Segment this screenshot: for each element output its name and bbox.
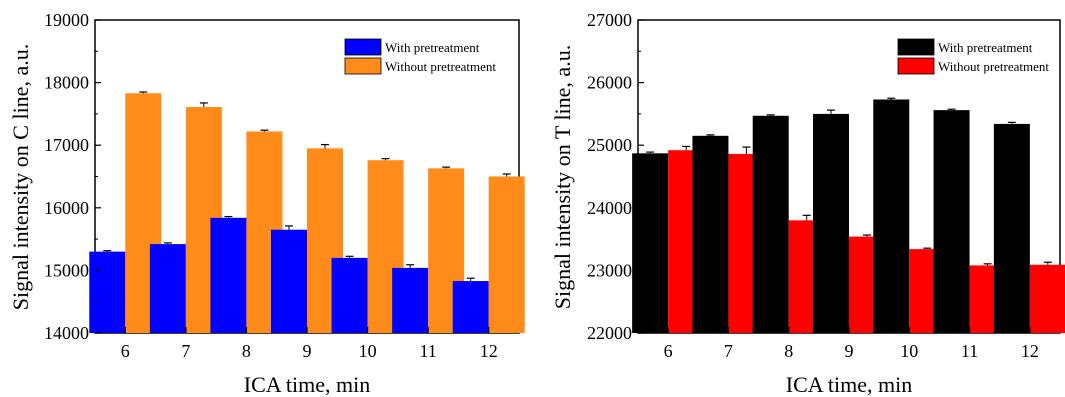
legend-swatch [897, 57, 935, 75]
chart-c-line: 14000 15000 16000 17000 18000 19000 6 7 8 9 10 11 12… [8, 10, 525, 397]
y-tick-label: 26000 [587, 73, 632, 93]
y-tick-label: 14000 [44, 323, 89, 343]
bar [933, 110, 970, 333]
legend-swatch [344, 57, 382, 75]
bar [692, 135, 729, 333]
y-tick-label: 23000 [587, 260, 632, 280]
bars-group [89, 91, 525, 333]
y-tick-label: 24000 [587, 198, 632, 218]
y-tick-label: 17000 [44, 135, 89, 155]
bar [873, 99, 910, 333]
x-axis-title: ICA time, min [244, 372, 371, 397]
legend-label: Without pretreatment [938, 59, 1049, 74]
bar [271, 229, 307, 333]
x-tick-label: 6 [121, 341, 130, 361]
bar [392, 267, 429, 333]
y-axis-title: Signal intensity on T line, a.u. [550, 45, 575, 309]
legend-swatch [344, 38, 382, 56]
bar [1029, 264, 1065, 333]
bar [331, 257, 368, 333]
x-tick-label: 12 [480, 341, 498, 361]
bar [210, 217, 247, 333]
y-axis-title: Signal intensity on C line, a.u. [8, 44, 33, 310]
bars-group [632, 97, 1065, 334]
legend-swatch [897, 38, 935, 56]
x-tick-label: 8 [242, 341, 251, 361]
bar [89, 251, 126, 333]
legend-label: Without pretreatment [385, 59, 496, 74]
legend-label: With pretreatment [938, 40, 1033, 55]
x-axis-title: ICA time, min [786, 372, 913, 397]
y-tick-label: 18000 [44, 73, 89, 93]
x-tick-label: 9 [845, 341, 854, 361]
legend: With pretreatment Without pretreatment [344, 38, 496, 75]
x-tick-label: 11 [419, 341, 436, 361]
y-tick-label: 16000 [44, 198, 89, 218]
chart-t-line: 22000 23000 24000 25000 26000 27000 6 7 8 9 10 11 12… [550, 10, 1065, 397]
bar [452, 281, 489, 333]
x-tick-label: 10 [900, 341, 918, 361]
y-tick-label: 19000 [44, 10, 89, 30]
y-tick-label: 25000 [587, 135, 632, 155]
bar [752, 115, 789, 333]
x-tick-label: 11 [961, 341, 978, 361]
axis-ticks: 22000 23000 24000 25000 26000 27000 6 7 8 9 10 11 12 [587, 10, 1039, 361]
legend: With pretreatment Without pretreatment [897, 38, 1049, 75]
y-tick-label: 27000 [587, 10, 632, 30]
x-tick-label: 7 [724, 341, 733, 361]
bar [813, 113, 849, 334]
bar [488, 176, 525, 333]
bar [149, 244, 186, 333]
x-tick-label: 9 [303, 341, 312, 361]
axis-ticks: 14000 15000 16000 17000 18000 19000 6 7 8 9 10 11 12 [44, 10, 498, 361]
x-tick-label: 12 [1021, 341, 1039, 361]
bar [632, 153, 669, 333]
bar [993, 123, 1030, 333]
x-tick-label: 8 [784, 341, 793, 361]
legend-label: With pretreatment [385, 40, 480, 55]
x-tick-label: 10 [359, 341, 377, 361]
y-tick-label: 15000 [44, 260, 89, 280]
x-tick-label: 7 [181, 341, 190, 361]
x-tick-label: 6 [664, 341, 673, 361]
y-tick-label: 22000 [587, 323, 632, 343]
